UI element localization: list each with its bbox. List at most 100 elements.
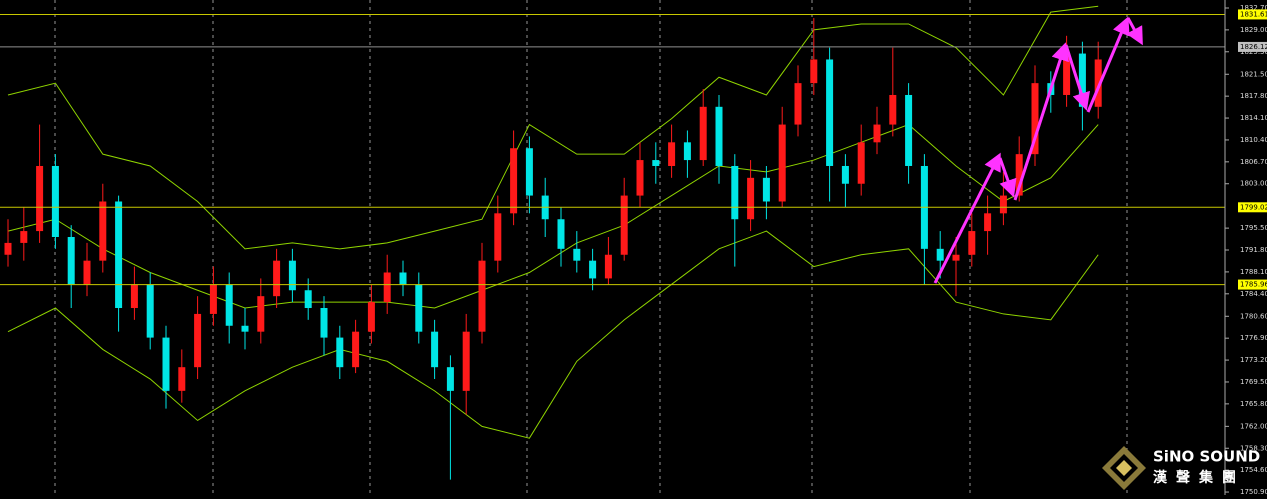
candle-body xyxy=(1015,154,1023,196)
candle-body xyxy=(209,284,217,314)
y-tick-label: 1754.60 xyxy=(1240,466,1267,474)
candle-body xyxy=(462,331,470,391)
candle-body xyxy=(36,165,44,232)
price-axis: 1832.701829.001825.301821.501817.801814.… xyxy=(1225,4,1267,496)
candle-body xyxy=(525,148,533,196)
y-tick-label: 1821.50 xyxy=(1240,70,1267,78)
candle-body xyxy=(67,236,75,285)
y-tick-label: 1803.00 xyxy=(1240,180,1267,188)
candle-body xyxy=(1078,53,1086,107)
candle-body xyxy=(762,177,770,202)
candle-body xyxy=(668,142,676,166)
y-tick-label: 1806.70 xyxy=(1240,158,1267,166)
candle-body xyxy=(415,284,423,332)
level-label: 1799.02 xyxy=(1240,203,1267,211)
y-tick-label: 1817.80 xyxy=(1240,92,1267,100)
candle-body xyxy=(999,195,1007,214)
candle-body xyxy=(810,59,818,84)
candle-body xyxy=(826,59,834,166)
y-tick-label: 1758.30 xyxy=(1240,444,1267,452)
candle-body xyxy=(573,248,581,261)
candle-body xyxy=(446,367,454,391)
y-tick-label: 1780.60 xyxy=(1240,312,1267,320)
candle-body xyxy=(194,313,202,368)
candle-body xyxy=(936,248,944,261)
arrow xyxy=(1064,44,1090,111)
level-label-bg xyxy=(1238,279,1267,290)
logo-name: SiNO SOUND xyxy=(1153,448,1260,466)
y-tick-label: 1814.10 xyxy=(1240,114,1267,122)
candle-body xyxy=(889,94,897,125)
candle-body xyxy=(367,302,375,332)
candle-body xyxy=(731,165,739,220)
candle-body xyxy=(984,213,992,232)
level-label: 1831.61 xyxy=(1240,10,1267,18)
candle-body xyxy=(699,106,707,161)
candle-body xyxy=(636,160,644,196)
band-upper xyxy=(7,5,1099,250)
y-tick-label: 1776.90 xyxy=(1240,334,1267,342)
y-tick-label: 1762.00 xyxy=(1240,422,1267,430)
y-tick-label: 1829.00 xyxy=(1240,26,1267,34)
logo-icon xyxy=(1116,460,1132,476)
candle-body xyxy=(604,254,612,279)
candle-body xyxy=(952,254,960,261)
y-tick-label: 1773.20 xyxy=(1240,356,1267,364)
y-tick-label: 1832.70 xyxy=(1240,4,1267,12)
y-tick-label: 1765.80 xyxy=(1240,400,1267,408)
candle-body xyxy=(841,165,849,184)
level-label-bg xyxy=(1238,41,1267,52)
candle-body xyxy=(620,195,628,255)
level-label-bg xyxy=(1238,202,1267,213)
candle-body xyxy=(320,308,328,338)
candle-body xyxy=(399,272,407,285)
candle-body xyxy=(225,284,233,326)
candle-body xyxy=(478,260,486,332)
candle-body xyxy=(1031,83,1039,155)
candle-body xyxy=(431,331,439,368)
candle-body xyxy=(83,260,91,285)
arrow xyxy=(998,157,1017,198)
candle-body xyxy=(747,177,755,220)
y-tick-label: 1810.40 xyxy=(1240,136,1267,144)
candle-body xyxy=(51,165,59,237)
candle-body xyxy=(857,142,865,184)
candle-body xyxy=(162,337,170,391)
candle-body xyxy=(1063,53,1071,95)
candle-body xyxy=(20,231,28,243)
candle-body xyxy=(1094,59,1102,107)
candle-body xyxy=(304,290,312,309)
candle-body xyxy=(968,231,976,255)
candle-body xyxy=(873,124,881,143)
band-lower xyxy=(7,230,1099,439)
candle-body xyxy=(257,296,265,332)
y-tick-label: 1788.10 xyxy=(1240,268,1267,276)
logo: SiNO SOUND 漢聲集團 xyxy=(1102,446,1260,490)
band-middle xyxy=(7,123,1099,309)
candle-body xyxy=(241,325,249,332)
candle-body xyxy=(905,94,913,166)
y-tick-label: 1791.80 xyxy=(1240,246,1267,254)
candle-body xyxy=(288,260,296,291)
candle-body xyxy=(336,337,344,368)
y-tick-label: 1784.40 xyxy=(1240,290,1267,298)
candle-body xyxy=(715,106,723,166)
candle-body xyxy=(778,124,786,202)
level-label: 1785.96 xyxy=(1240,281,1267,289)
arrow xyxy=(933,152,1001,284)
arrow xyxy=(1126,17,1143,46)
candle-body xyxy=(352,331,360,368)
candle-body xyxy=(115,201,123,309)
candle-body xyxy=(178,367,186,391)
arrows xyxy=(933,16,1143,284)
candle-body xyxy=(510,148,518,214)
level-label-bg xyxy=(1238,9,1267,20)
y-tick-label: 1750.90 xyxy=(1240,488,1267,495)
candle-body xyxy=(130,284,138,309)
candle-body xyxy=(494,213,502,261)
candle-body xyxy=(383,272,391,303)
arrow xyxy=(1013,42,1069,201)
candle-body xyxy=(146,284,154,338)
